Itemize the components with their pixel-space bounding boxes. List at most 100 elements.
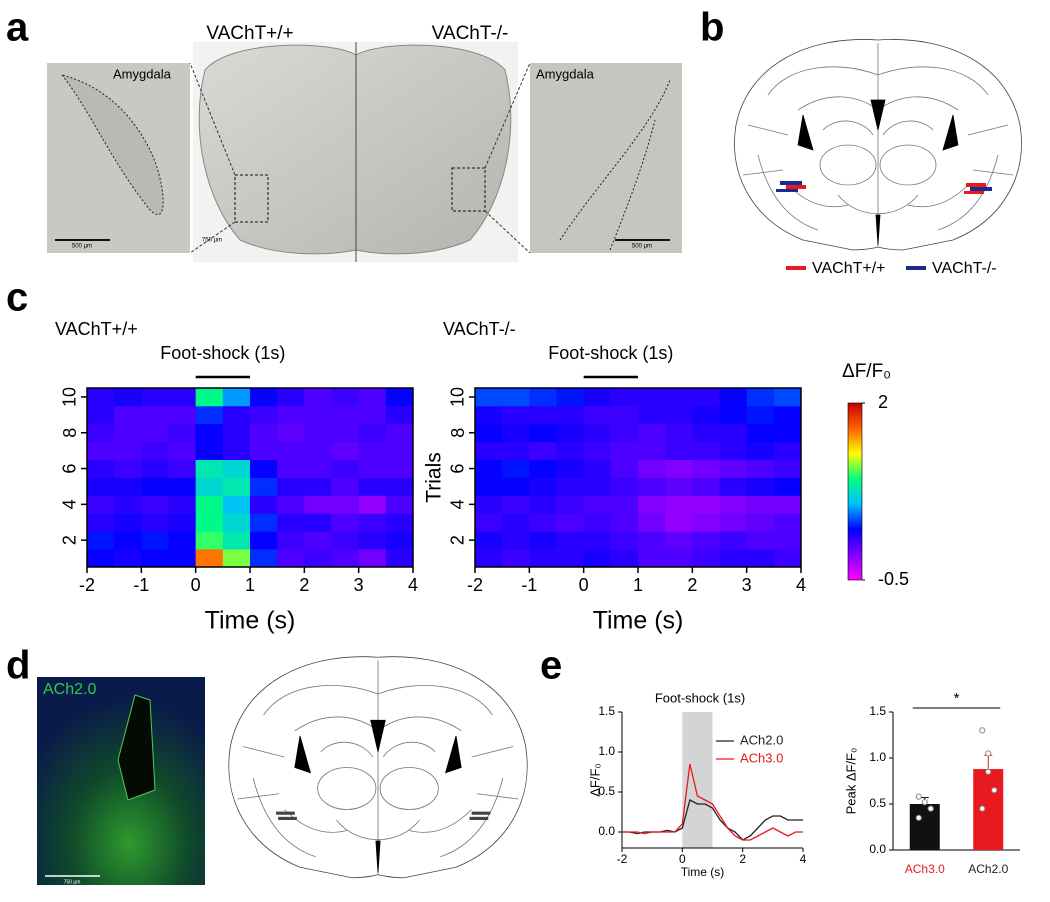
heatmap-cell <box>583 459 612 478</box>
heatmap-cell <box>475 549 503 568</box>
heatmap-cell <box>304 423 332 443</box>
data-point <box>921 799 928 806</box>
heatmap-cell <box>773 513 802 532</box>
heatmap-cell <box>87 495 115 514</box>
heatmap-cell <box>358 405 387 425</box>
heatmap-cell <box>114 477 142 496</box>
heatmap-cell <box>385 495 414 514</box>
heatmap-cell <box>277 531 305 550</box>
heatmap-cell <box>87 459 115 478</box>
heatmap-cell <box>114 549 142 568</box>
heatmap-cell <box>250 513 278 532</box>
heatmap-cell <box>250 388 278 407</box>
heatmap-cell <box>141 549 169 568</box>
heatmap-cell <box>385 388 414 407</box>
heatmap-cell <box>195 477 224 496</box>
heatmap-cell <box>665 441 693 460</box>
data-point <box>985 768 992 775</box>
x-tick-label: 1 <box>633 575 643 595</box>
heatmap-cell <box>304 459 332 478</box>
heatmap-cell <box>168 441 197 460</box>
heatmap-cell <box>773 549 802 568</box>
annotation: Foot-shock (1s) <box>548 343 673 363</box>
scale-label: 500 µm <box>72 244 92 250</box>
heatmap-cell <box>304 531 332 550</box>
zoom-lines <box>189 62 531 254</box>
y-tick-label: 2 <box>448 535 468 545</box>
heatmap-cell <box>87 388 115 407</box>
heatmap-cell <box>638 549 666 568</box>
heatmap-cell <box>556 513 585 532</box>
heatmap-cell <box>502 459 530 478</box>
heatmap-cell <box>746 549 775 568</box>
heatmap-cell <box>502 423 530 443</box>
heatmap-cell <box>331 513 360 532</box>
placement <box>780 181 802 185</box>
heatmap-cell <box>250 495 278 514</box>
placement <box>966 183 986 187</box>
heatmap-cell <box>719 441 748 460</box>
heatmap-cell <box>250 531 278 550</box>
data-point <box>991 787 998 794</box>
heatmap-cell <box>692 549 720 568</box>
heatmap-cell <box>746 477 775 496</box>
x-tick-label: -1 <box>133 575 149 595</box>
heatmap-cell <box>277 405 305 425</box>
heatmap-cell <box>556 423 585 443</box>
heatmap-cell <box>358 459 387 478</box>
heatmap-cell <box>222 513 251 532</box>
heatmap-cell <box>385 441 414 460</box>
placement <box>471 811 491 815</box>
placement <box>776 189 798 192</box>
heatmap-cell <box>665 423 693 443</box>
panel-label: c <box>6 276 28 320</box>
x-tick-label: 1 <box>245 575 255 595</box>
heatmap-cell <box>583 549 612 568</box>
heatmap-cell <box>556 388 585 407</box>
heatmap-cell <box>385 513 414 532</box>
heatmap-cell <box>195 405 224 425</box>
data-point <box>927 805 934 812</box>
heatmap-cell <box>502 441 530 460</box>
heatmap-cell <box>475 405 503 425</box>
x-tick-label: 0 <box>579 575 589 595</box>
x-tick-label: 2 <box>739 852 746 866</box>
heatmap-cell <box>556 441 585 460</box>
image-title: VAChT+/+ <box>206 23 293 44</box>
inset-label: Amygdala <box>536 66 595 81</box>
heatmap-cell <box>385 477 414 496</box>
heatmap-cell <box>304 513 332 532</box>
y-tick-label: 0.5 <box>598 784 615 798</box>
heatmap-cell <box>529 549 557 568</box>
heatmap-cell <box>304 388 332 407</box>
y-tick-label: 10 <box>448 387 468 407</box>
heatmap-cell <box>195 459 224 478</box>
panel-label: e <box>540 644 562 688</box>
heatmap-cell <box>556 549 585 568</box>
heatmap-cell <box>358 549 387 568</box>
heatmap-cell <box>719 388 748 407</box>
heatmap-cell <box>331 477 360 496</box>
heatmap-cell <box>168 423 197 443</box>
x-axis-label: Time (s) <box>593 607 684 635</box>
heatmap-cell <box>692 477 720 496</box>
placement <box>970 187 992 191</box>
heatmap-cell <box>556 459 585 478</box>
heatmap-cell <box>277 388 305 407</box>
heatmap-cell <box>358 477 387 496</box>
heatmap-cell <box>475 441 503 460</box>
heatmap-cell <box>331 388 360 407</box>
heatmap-cell <box>692 405 720 425</box>
heatmap-cell <box>168 513 197 532</box>
placement <box>469 816 489 820</box>
y-tick-label: 4 <box>448 499 468 509</box>
y-tick-label: 6 <box>60 464 80 474</box>
legend-label: VAChT+/+ <box>812 260 886 277</box>
heatmap-cell <box>583 531 612 550</box>
heatmap-cell <box>665 459 693 478</box>
heatmap-cell <box>556 531 585 550</box>
heatmap-cell <box>583 423 612 443</box>
heatmap-cell <box>502 388 530 407</box>
heatmap-cell <box>746 513 775 532</box>
